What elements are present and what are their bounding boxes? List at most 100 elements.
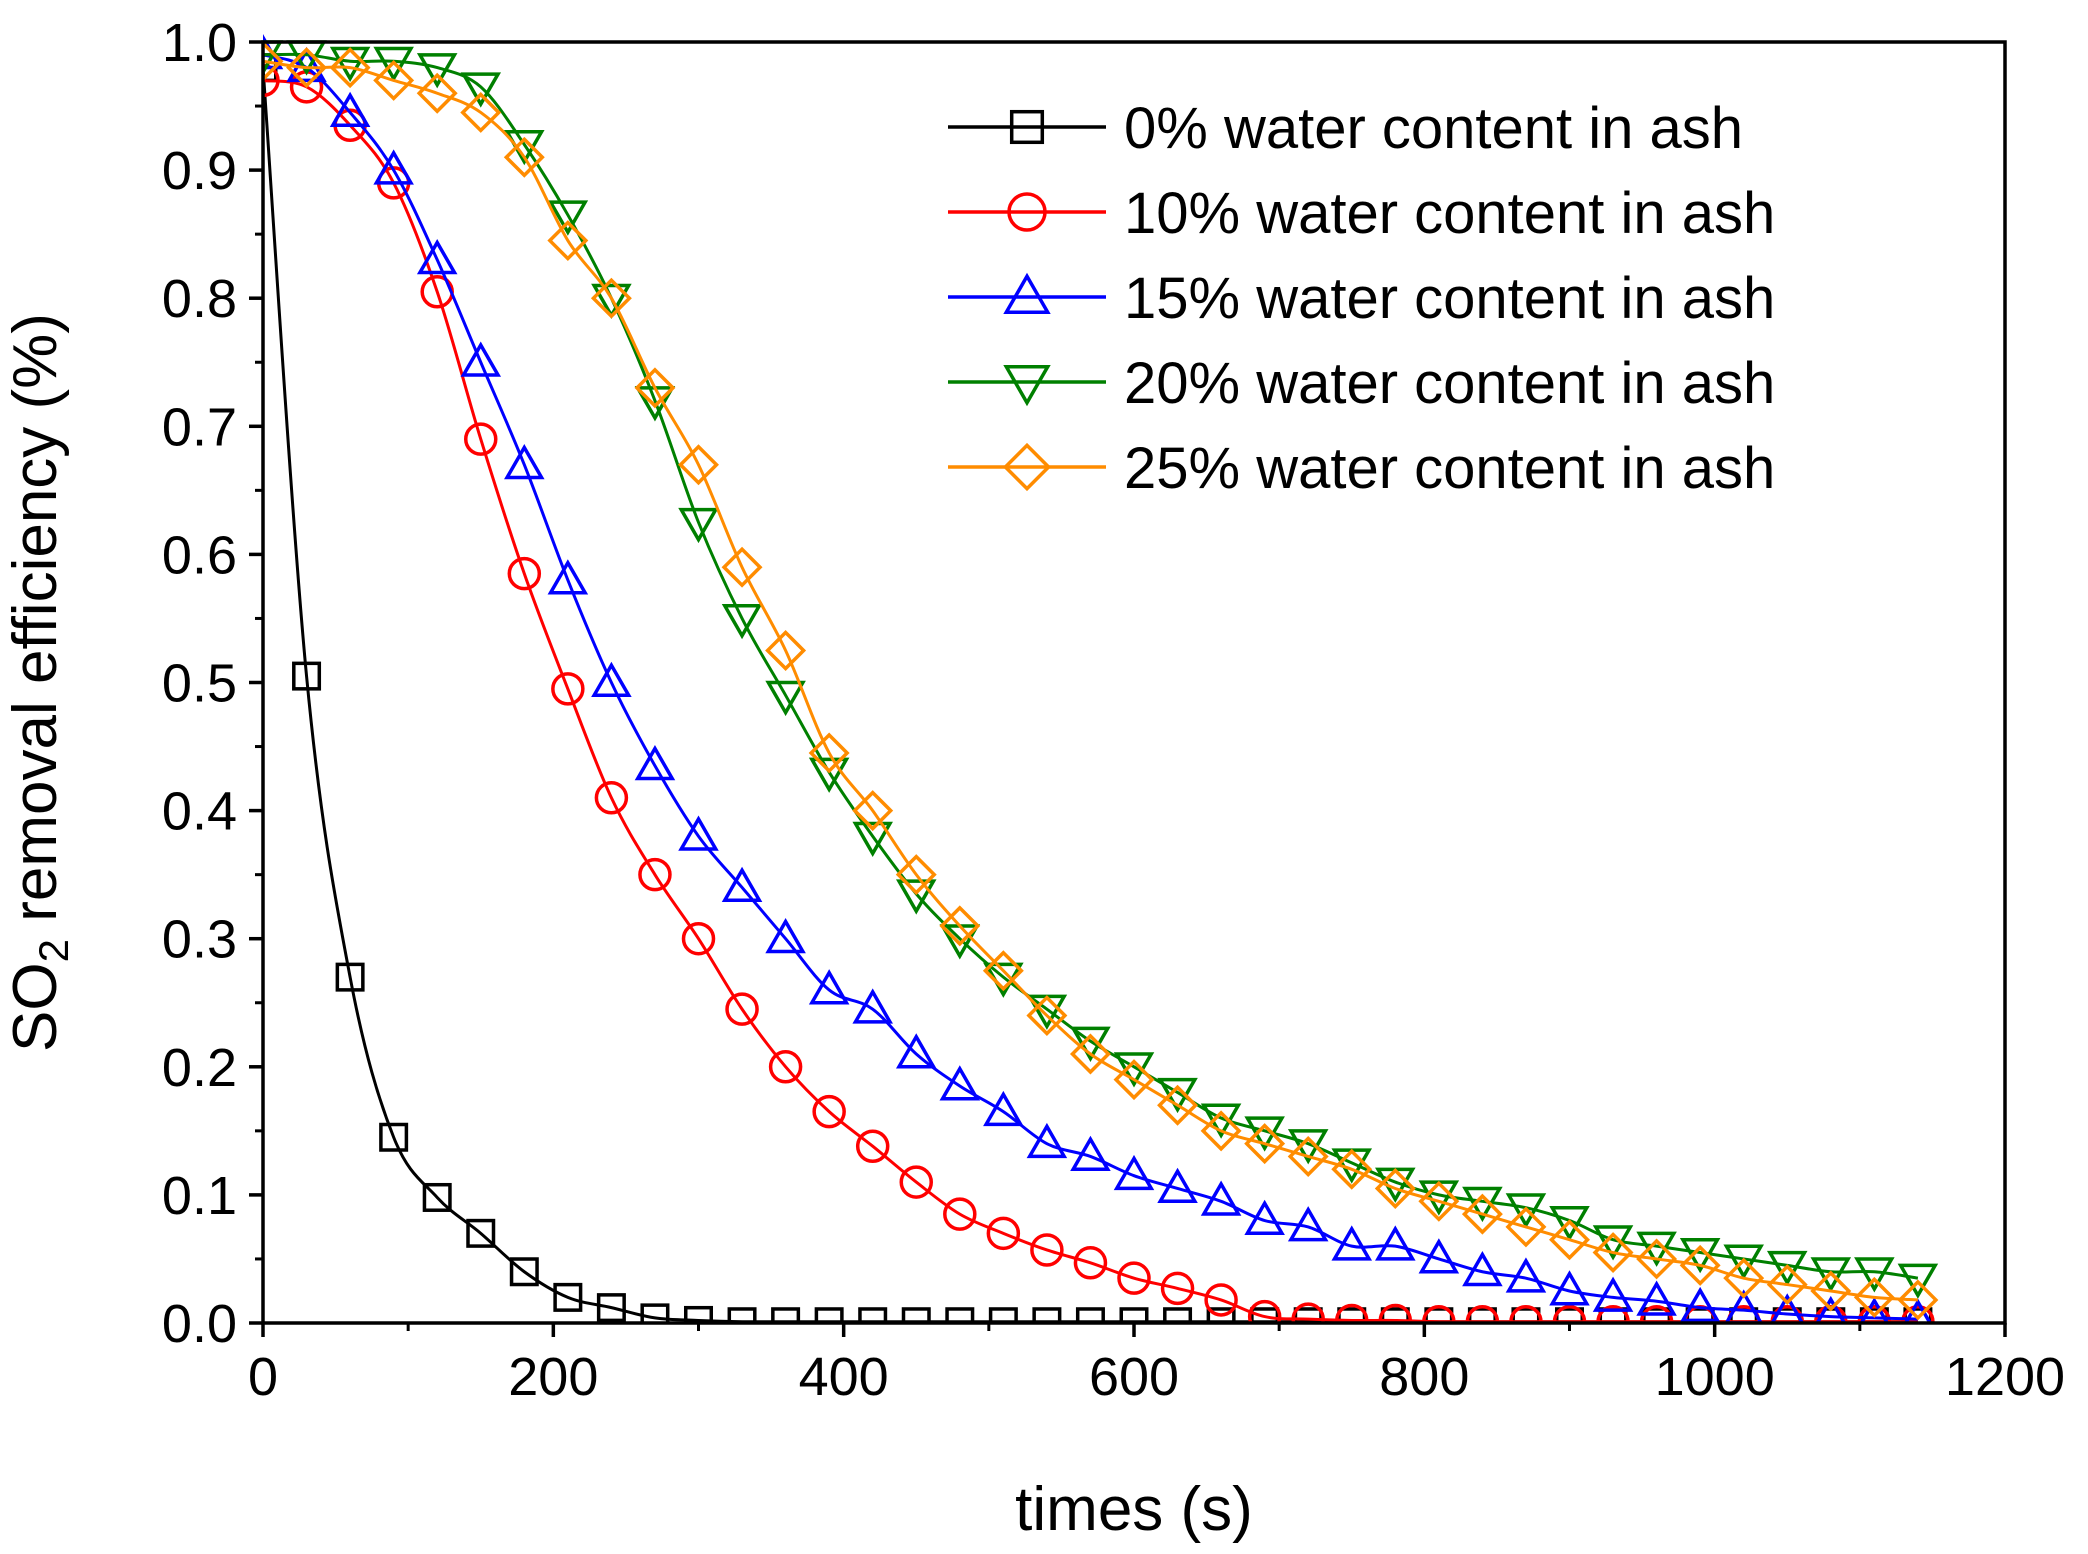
data-point [808, 969, 850, 1005]
data-point [464, 422, 498, 456]
x-axis-title: times (s) [1015, 1475, 1253, 1544]
data-point [329, 47, 371, 89]
data-point [852, 790, 894, 832]
series-1 [263, 63, 1935, 1323]
y-tick-label: 0.5 [162, 654, 237, 714]
data-point [596, 1293, 626, 1323]
data-point [1549, 1219, 1590, 1261]
data-point [594, 781, 629, 815]
data-point [634, 745, 676, 781]
data-point [507, 556, 542, 591]
data-point [373, 149, 414, 185]
data-point [551, 672, 585, 706]
data-point [638, 857, 672, 892]
series-4 [263, 40, 1939, 1321]
data-point [1815, 1295, 1847, 1323]
y-tick-label: 0.0 [162, 1294, 237, 1354]
data-point [1113, 1059, 1155, 1101]
data-point [1592, 1276, 1634, 1312]
data-point [721, 546, 763, 588]
data-point [1679, 1286, 1721, 1323]
legend-label: 20% water content in ash [1124, 351, 1775, 416]
series-line-3 [263, 52, 1919, 1280]
data-point [1810, 1270, 1852, 1312]
data-point [466, 1218, 496, 1248]
y-tick-label: 0.8 [162, 269, 237, 329]
data-point [1331, 1148, 1373, 1190]
x-tick-label: 200 [508, 1347, 598, 1407]
data-point [1723, 1244, 1764, 1280]
data-point [895, 854, 937, 896]
data-point [263, 40, 284, 82]
legend-marker [1003, 272, 1051, 315]
data-point [1204, 1283, 1238, 1317]
data-point [1375, 1225, 1416, 1261]
data-point [1069, 1033, 1111, 1075]
series-line-4 [263, 59, 1918, 1302]
data-point [1810, 1257, 1852, 1293]
data-point [1679, 1244, 1721, 1286]
data-point [329, 91, 371, 127]
data-point [1461, 1193, 1503, 1235]
data-point [1549, 1270, 1590, 1306]
x-tick-label: 1000 [1655, 1347, 1775, 1407]
data-point [1505, 1206, 1547, 1248]
data-point [292, 661, 322, 691]
data-point [765, 680, 806, 717]
legend-label: 0% water content in ash [1124, 96, 1743, 161]
data-point [1335, 1303, 1369, 1323]
data-point [855, 1129, 890, 1163]
data-point [678, 507, 719, 544]
data-point [1244, 1123, 1286, 1165]
data-point [1859, 1297, 1890, 1323]
data-point [852, 988, 893, 1024]
data-point [1291, 1302, 1325, 1323]
y-tick-label: 1.0 [162, 13, 237, 73]
x-tick-label: 0 [248, 1347, 278, 1407]
legend-item-3: 20% water content in ash [948, 351, 1775, 416]
y-tick-label: 0.6 [162, 525, 237, 585]
data-point [1903, 1298, 1933, 1323]
data-point [1636, 1238, 1678, 1280]
data-point [852, 821, 893, 857]
data-point [983, 1090, 1024, 1127]
data-point [1418, 1238, 1460, 1274]
data-point [1418, 1180, 1460, 1222]
data-point [1200, 1110, 1242, 1152]
data-point [895, 1033, 937, 1069]
legend-item-2: 15% water content in ash [948, 266, 1775, 331]
data-point [1770, 1293, 1805, 1323]
y-tick-label: 0.7 [162, 397, 237, 457]
data-point [1157, 1084, 1199, 1126]
data-point [504, 443, 545, 480]
data-point [460, 72, 502, 108]
data-point [335, 962, 365, 992]
data-point [812, 1094, 846, 1129]
data-point [765, 630, 807, 671]
y-axis-title-subscript: 2 [30, 939, 77, 962]
data-point [547, 559, 589, 595]
data-point [1244, 1199, 1285, 1236]
legend-marker [1003, 364, 1051, 407]
data-point [765, 917, 806, 954]
x-tick-label: 400 [799, 1347, 889, 1407]
data-point [681, 921, 716, 956]
data-point [1505, 1193, 1547, 1229]
x-tick-label: 1200 [1945, 1347, 2065, 1407]
data-point [1505, 1257, 1547, 1293]
data-point [678, 444, 719, 486]
data-point [1160, 1271, 1195, 1306]
data-point [416, 53, 458, 89]
data-point [1854, 1257, 1895, 1293]
data-point [1287, 1206, 1329, 1242]
y-tick-label: 0.3 [162, 910, 237, 970]
legend-marker [1007, 192, 1047, 232]
data-point [379, 1122, 409, 1152]
y-tick-label: 0.1 [162, 1166, 237, 1226]
legend-item-0: 0% water content in ash [948, 96, 1743, 161]
data-point [263, 40, 284, 76]
data-point [460, 341, 502, 377]
data-point [286, 47, 328, 89]
